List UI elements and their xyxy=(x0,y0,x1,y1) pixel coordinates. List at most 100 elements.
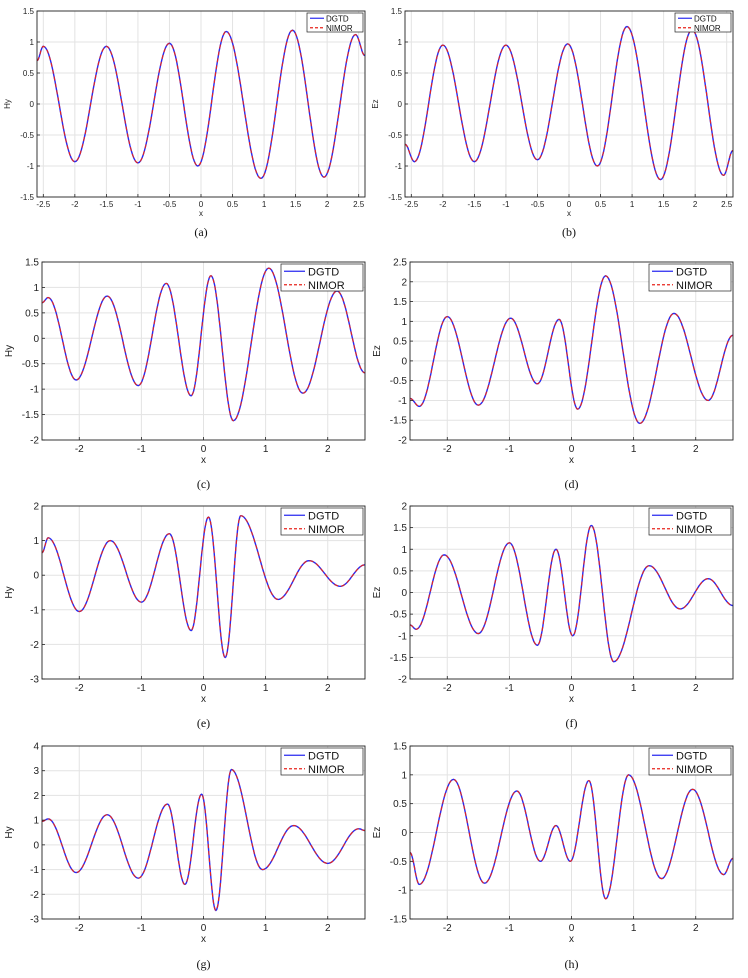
x-axis-label: x xyxy=(569,934,574,945)
legend-label-nimor: NIMOR xyxy=(308,764,345,776)
x-tick-label: 0.5 xyxy=(227,200,239,209)
y-tick-label: -0.5 xyxy=(22,359,40,370)
y-tick-label: 0 xyxy=(401,828,407,839)
series-line-nimor xyxy=(410,275,734,424)
y-tick-label: -1.5 xyxy=(390,416,408,427)
x-axis-label: x xyxy=(569,694,574,705)
x-tick-label: -2 xyxy=(75,923,84,934)
y-axis-label: Hy xyxy=(3,99,12,109)
legend-label-nimor: NIMOR xyxy=(308,524,345,536)
y-tick-label: -0.5 xyxy=(390,376,408,387)
x-tick-label: -2 xyxy=(439,200,447,209)
x-tick-label: 1.5 xyxy=(658,200,670,209)
legend-label-dgtd: DGTD xyxy=(308,510,339,522)
y-tick-label: 1.5 xyxy=(25,258,39,269)
y-tick-label: 1 xyxy=(30,38,35,47)
x-tick-label: -1 xyxy=(137,444,146,455)
y-tick-label: 1 xyxy=(401,545,407,556)
chart-panel-e: -2 -1 0 1 2 -3 -2 -1 0 1 2 x Hy DGTD NIMOR (e) xyxy=(4,502,366,730)
y-tick-label: -2 xyxy=(398,436,407,447)
y-tick-label: 0.5 xyxy=(393,566,407,577)
y-tick-label: -1 xyxy=(27,162,35,171)
y-tick-label: -1 xyxy=(398,631,407,642)
legend-label-nimor: NIMOR xyxy=(676,764,713,776)
y-tick-label: 1 xyxy=(401,317,407,328)
y-axis-label: Ez xyxy=(372,345,383,357)
y-tick-label: -1 xyxy=(30,385,39,396)
x-tick-label: -2 xyxy=(443,923,452,934)
x-tick-label: 2 xyxy=(693,683,699,694)
y-tick-label: -3 xyxy=(30,915,39,926)
legend-box xyxy=(280,507,364,536)
y-tick-label: 1.5 xyxy=(393,523,407,534)
x-tick-label: 1 xyxy=(631,444,637,455)
x-tick-label: -1.5 xyxy=(467,200,481,209)
x-tick-label: 0 xyxy=(201,444,207,455)
y-tick-label: 1 xyxy=(398,38,403,47)
x-axis-label: x xyxy=(567,209,571,218)
x-tick-label: -1 xyxy=(137,923,146,934)
legend-box xyxy=(648,263,732,292)
x-tick-label: 0 xyxy=(201,923,207,934)
y-tick-label: -1.5 xyxy=(22,410,40,421)
panel-caption: (f) xyxy=(566,716,578,730)
series-line-nimor xyxy=(404,25,734,181)
y-tick-label: 0 xyxy=(401,588,407,599)
y-tick-label: 0 xyxy=(401,356,407,367)
y-tick-label: -2 xyxy=(30,890,39,901)
y-tick-label: -1 xyxy=(30,865,39,876)
y-tick-label: -1.5 xyxy=(20,193,34,202)
y-tick-label: 0.5 xyxy=(393,799,407,810)
series-line-nimor xyxy=(36,29,366,180)
y-tick-label: 4 xyxy=(33,742,39,753)
x-tick-label: -0.5 xyxy=(531,200,545,209)
legend-label-nimor: NIMOR xyxy=(326,24,353,33)
x-tick-label: -1 xyxy=(505,923,514,934)
chart-panel-f: -2 -1 0 1 2 -2 -1.5 -1 -0.5 0 0.5 1 1.5 2 x Ez DGTD NIMOR… xyxy=(372,502,734,730)
x-tick-label: 2.5 xyxy=(721,200,733,209)
x-tick-label: 0 xyxy=(569,444,575,455)
legend-label-dgtd: DGTD xyxy=(308,266,339,278)
y-axis-label: Hy xyxy=(4,586,15,598)
y-tick-label: 0.5 xyxy=(391,69,403,78)
chart-panel-g: -2 -1 0 1 2 -3 -2 -1 0 1 2 3 4 x Hy DGTD NIMOR (g) xyxy=(4,742,366,971)
x-tick-label: -1 xyxy=(505,683,514,694)
series-line-nimor xyxy=(42,267,366,422)
chart-panel-a: -2.5 -2 -1.5 -1 -0.5 0 0.5 1 1.5 2 2.5 -1.5 -1 -0.5 0 0… xyxy=(3,7,366,239)
y-tick-label: 3 xyxy=(33,766,39,777)
x-tick-label: 2 xyxy=(693,923,699,934)
chart-panel-d: -2 -1 0 1 2 -2 -1.5 -1 -0.5 0 0.5 1 1.5 2 2.5 x Ez DGTD NI… xyxy=(372,258,734,491)
y-tick-label: 2 xyxy=(401,277,407,288)
x-axis-label: x xyxy=(201,934,206,945)
x-tick-label: -1 xyxy=(134,200,142,209)
y-tick-label: -0.5 xyxy=(20,131,34,140)
x-tick-label: 0 xyxy=(569,923,575,934)
legend-label-nimor: NIMOR xyxy=(694,24,721,33)
x-tick-label: 2 xyxy=(325,444,331,455)
x-tick-label: 2 xyxy=(325,683,331,694)
series-line-nimor xyxy=(41,515,366,659)
y-tick-label: -1 xyxy=(398,396,407,407)
y-tick-label: 1.5 xyxy=(393,742,407,753)
x-axis-label: x xyxy=(199,209,203,218)
x-tick-label: 1 xyxy=(631,923,637,934)
y-tick-label: 1 xyxy=(401,770,407,781)
x-axis-label: x xyxy=(569,455,574,466)
y-tick-label: 1 xyxy=(33,536,39,547)
y-tick-label: -1 xyxy=(398,886,407,897)
x-tick-label: 1 xyxy=(263,444,269,455)
y-tick-label: -1 xyxy=(30,605,39,616)
x-tick-label: -1 xyxy=(137,683,146,694)
y-tick-label: 0 xyxy=(398,100,403,109)
y-tick-label: -2 xyxy=(30,640,39,651)
y-tick-label: -0.5 xyxy=(390,857,408,868)
y-axis-label: Ez xyxy=(371,99,380,108)
y-tick-label: -1.5 xyxy=(390,653,408,664)
x-axis-label: x xyxy=(201,694,206,705)
y-tick-label: 0 xyxy=(33,334,39,345)
legend-label-dgtd: DGTD xyxy=(676,510,707,522)
x-tick-label: -2 xyxy=(75,683,84,694)
y-tick-label: 2 xyxy=(33,502,39,513)
legend-label-nimor: NIMOR xyxy=(676,524,713,536)
y-axis-label: Hy xyxy=(4,826,15,838)
